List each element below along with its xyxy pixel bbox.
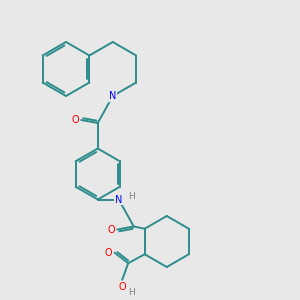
Text: H: H bbox=[128, 192, 135, 201]
Text: H: H bbox=[128, 288, 135, 297]
Text: N: N bbox=[115, 194, 122, 205]
Text: O: O bbox=[71, 115, 79, 125]
Text: O: O bbox=[105, 248, 112, 258]
Text: O: O bbox=[118, 282, 126, 292]
Text: N: N bbox=[109, 91, 116, 101]
Text: O: O bbox=[107, 224, 115, 235]
